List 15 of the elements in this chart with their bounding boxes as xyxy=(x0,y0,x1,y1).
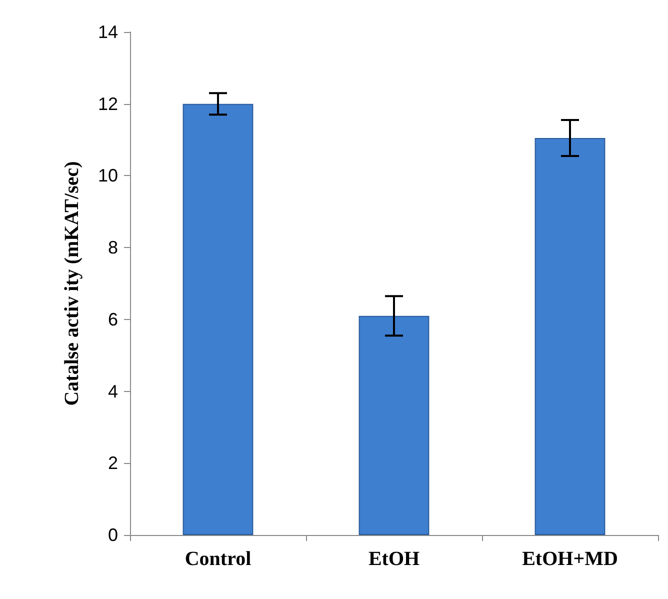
y-tick-label: 6 xyxy=(108,309,118,330)
y-tick-label: 12 xyxy=(98,94,118,114)
x-tick-label: EtOH+MD xyxy=(522,548,618,570)
x-tick-label: Control xyxy=(184,548,252,570)
y-tick-label: 14 xyxy=(98,22,118,42)
y-tick-label: 0 xyxy=(108,525,118,545)
y-tick-label: 2 xyxy=(108,453,118,474)
bar xyxy=(182,104,254,535)
bar xyxy=(534,138,606,535)
y-tick-label: 10 xyxy=(98,166,118,186)
bar xyxy=(358,316,430,535)
y-tick-label: 8 xyxy=(108,238,118,258)
x-tick-label: EtOH xyxy=(368,548,420,570)
y-axis-title: Catalse activ ity (mKAT/sec) xyxy=(61,161,83,406)
y-tick-label: 4 xyxy=(108,381,118,402)
